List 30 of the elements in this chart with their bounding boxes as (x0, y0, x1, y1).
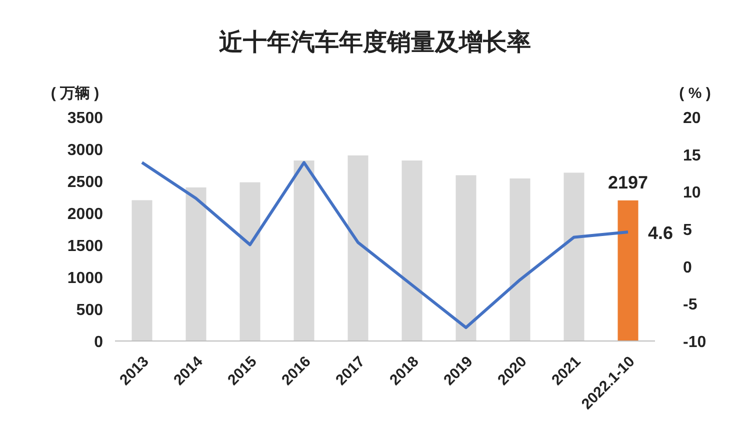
bar (348, 155, 368, 341)
bar (618, 200, 638, 341)
bar (132, 200, 152, 341)
y2-tick-label: -10 (683, 334, 706, 351)
y-tick-label: 500 (76, 302, 104, 319)
bar (294, 160, 314, 341)
bar (564, 172, 584, 341)
chart-title: 近十年汽车年度销量及增长率 (219, 29, 531, 56)
bar (402, 160, 422, 341)
y2-tick-label: -5 (683, 296, 698, 314)
y-axis-title: ( 万辆 ) (50, 85, 100, 102)
y-tick-label: 3000 (67, 142, 104, 159)
y2-tick-label: 15 (683, 147, 701, 164)
y2-tick-label: 20 (683, 110, 701, 127)
y-tick-label: 1500 (67, 238, 104, 255)
data-label: 4.6 (648, 222, 674, 243)
y-tick-label: 2500 (67, 174, 104, 191)
bar (240, 182, 260, 341)
data-label: 2197 (608, 172, 648, 192)
y-tick-label: 0 (94, 334, 104, 351)
bar (456, 175, 476, 341)
y2-tick-label: 10 (683, 184, 701, 202)
y-tick-label: 2000 (67, 206, 104, 223)
y2-tick-label: 0 (683, 259, 692, 276)
y-tick-label: 3500 (67, 110, 104, 127)
y-tick-label: 1000 (67, 270, 104, 287)
y2-axis-title: ( % ) (679, 85, 711, 102)
bar (186, 187, 206, 341)
bar (510, 178, 530, 341)
y2-tick-label: 5 (683, 222, 692, 239)
